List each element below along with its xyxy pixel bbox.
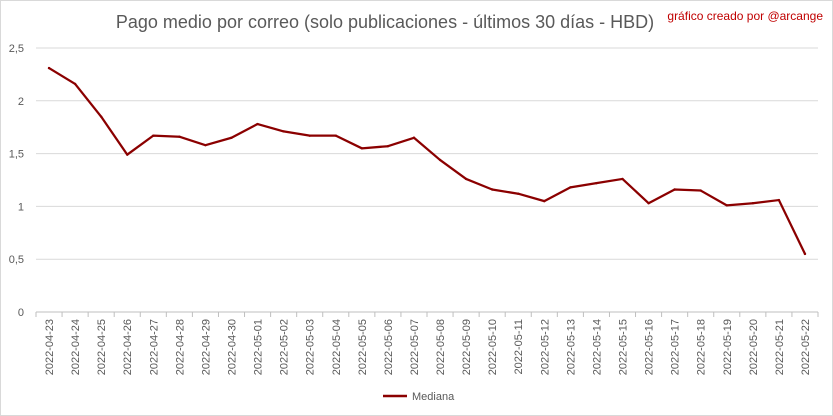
data-point (647, 202, 650, 205)
x-tick-label: 2022-05-20 (748, 319, 760, 375)
data-point (438, 158, 442, 162)
x-tick-label: 2022-05-18 (696, 319, 708, 375)
chart-credit: gráfico creado por @arcange (667, 9, 823, 23)
data-point (256, 122, 259, 126)
y-tick-label: 2 (18, 96, 24, 108)
legend-label: Mediana (412, 391, 455, 403)
x-tick-label: 2022-04-30 (227, 319, 239, 375)
data-point (517, 192, 520, 195)
data-point (204, 143, 207, 147)
data-point (178, 135, 181, 138)
x-tick-label: 2022-04-27 (148, 319, 160, 375)
data-point (230, 136, 233, 139)
x-tick-label: 2022-05-06 (383, 319, 395, 375)
data-point (490, 188, 494, 191)
x-tick-label: 2022-04-28 (174, 319, 186, 375)
data-point (386, 145, 390, 148)
x-tick-label: 2022-04-23 (44, 319, 56, 375)
data-point (621, 177, 624, 181)
y-tick-label: 0 (18, 307, 24, 319)
x-tick-label: 2022-04-24 (70, 319, 82, 375)
y-tick-label: 0,5 (9, 254, 24, 266)
x-tick-label: 2022-05-04 (331, 319, 343, 375)
x-tick-label: 2022-05-07 (409, 319, 421, 375)
data-point (673, 188, 676, 191)
data-point (412, 136, 416, 139)
x-tick-label: 2022-05-12 (539, 319, 551, 375)
chart-title: Pago medio por correo (solo publicacione… (115, 12, 655, 32)
data-point (47, 66, 51, 70)
data-point (464, 177, 468, 181)
x-tick-label: 2022-05-19 (722, 319, 734, 375)
x-tick-label: 2022-05-17 (670, 319, 682, 375)
x-tick-label: 2022-04-29 (200, 319, 212, 375)
data-point (282, 130, 285, 133)
series-line-mediana (47, 66, 807, 256)
data-point (699, 189, 702, 192)
x-tick-label: 2022-05-01 (253, 319, 265, 375)
x-tick-label: 2022-05-09 (461, 319, 473, 375)
data-point (99, 115, 103, 118)
data-point (751, 202, 755, 205)
x-tick-label: 2022-05-14 (591, 319, 603, 375)
x-tick-label: 2022-04-26 (122, 319, 134, 375)
data-point (308, 134, 311, 137)
x-tick-label: 2022-05-21 (774, 319, 786, 375)
data-point (725, 204, 728, 207)
x-tick-label: 2022-04-25 (96, 319, 108, 375)
x-tick-label: 2022-05-22 (800, 319, 812, 375)
data-point (803, 252, 807, 256)
x-tick-label: 2022-05-16 (644, 319, 656, 375)
y-tick-label: 1 (18, 201, 24, 213)
data-point (152, 134, 155, 137)
y-tick-label: 2,5 (9, 43, 24, 55)
x-tick-label: 2022-05-11 (513, 319, 525, 374)
x-tick-label: 2022-05-03 (305, 319, 317, 375)
data-point (595, 181, 598, 185)
data-point (569, 186, 572, 189)
data-point (126, 153, 129, 156)
data-point (73, 82, 77, 86)
y-tick-label: 1,5 (9, 149, 24, 161)
x-tick-label: 2022-05-10 (487, 319, 499, 375)
x-tick-label: 2022-05-13 (565, 319, 577, 375)
data-point (334, 134, 337, 137)
data-point (360, 147, 364, 150)
data-point (543, 199, 546, 203)
x-tick-label: 2022-05-15 (618, 319, 630, 375)
x-tick-label: 2022-05-05 (357, 319, 369, 375)
x-tick-label: 2022-05-08 (435, 319, 447, 375)
x-tick-label: 2022-05-02 (279, 319, 291, 375)
data-point (777, 198, 781, 202)
